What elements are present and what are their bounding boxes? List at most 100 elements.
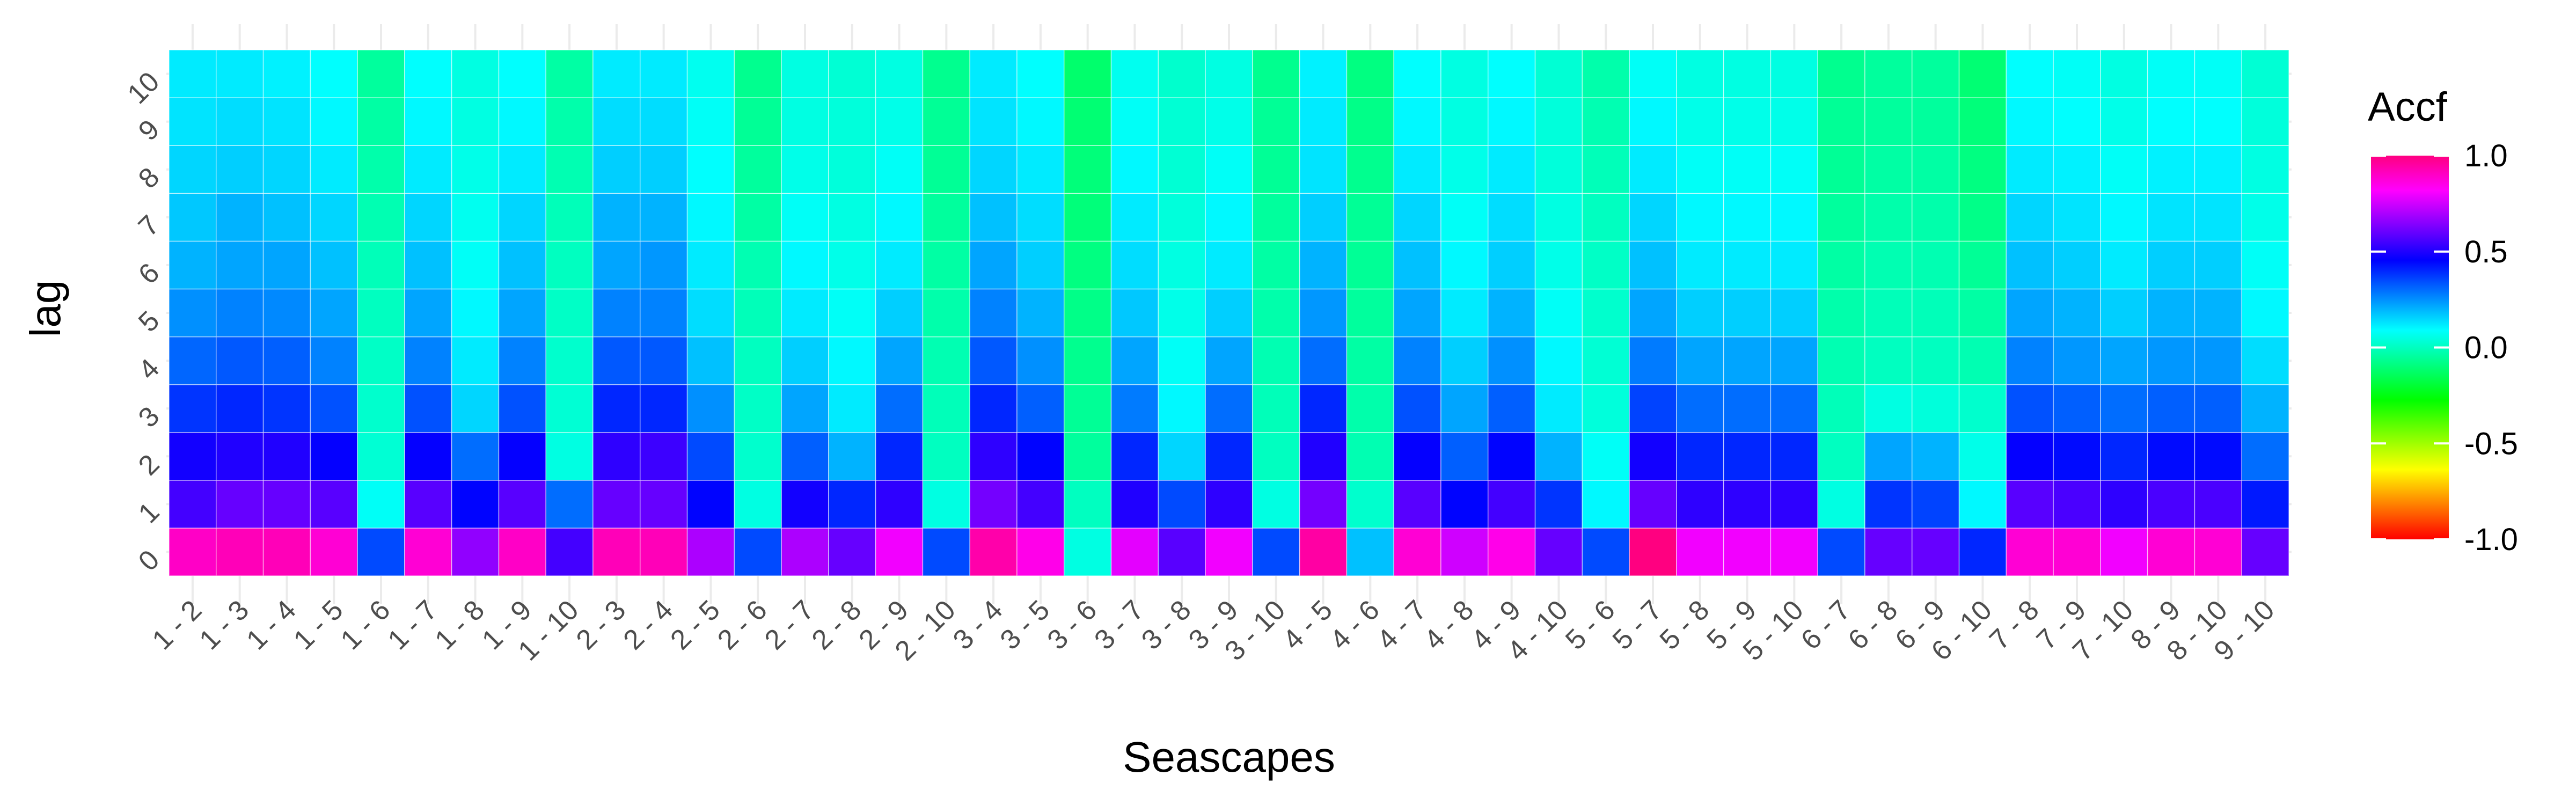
heatmap-cell bbox=[310, 193, 358, 242]
heatmap-cell bbox=[2100, 97, 2148, 146]
heatmap-cell bbox=[2147, 480, 2196, 529]
legend-tick-label: -1.0 bbox=[2464, 522, 2518, 557]
heatmap-cell bbox=[262, 480, 311, 529]
heatmap-cell bbox=[686, 193, 735, 242]
heatmap-cell bbox=[498, 480, 546, 529]
heatmap-cell bbox=[2194, 480, 2242, 529]
heatmap-cell bbox=[1158, 528, 1206, 576]
heatmap-cell bbox=[1064, 145, 1112, 194]
heatmap-cell bbox=[686, 145, 735, 194]
heatmap-cell bbox=[875, 480, 924, 529]
heatmap-cell bbox=[498, 193, 546, 242]
heatmap-cell bbox=[310, 240, 358, 290]
heatmap-cell bbox=[1676, 193, 1724, 242]
heatmap-cell bbox=[1346, 193, 1394, 242]
heatmap-cell bbox=[1252, 480, 1300, 529]
heatmap-cell bbox=[1252, 193, 1300, 242]
heatmap-cell bbox=[922, 97, 970, 146]
heatmap-cell bbox=[1440, 240, 1489, 290]
heatmap-cell bbox=[828, 145, 876, 194]
heatmap-cell bbox=[592, 431, 641, 481]
heatmap-cell bbox=[686, 336, 735, 385]
heatmap-cell bbox=[1817, 336, 1865, 385]
heatmap-cell bbox=[1393, 49, 1441, 98]
heatmap-cell bbox=[498, 49, 546, 98]
heatmap-cell bbox=[1110, 49, 1159, 98]
heatmap-cell bbox=[2053, 431, 2101, 481]
heatmap-cell bbox=[1158, 384, 1206, 433]
heatmap-cell bbox=[545, 240, 594, 290]
heatmap-cell bbox=[2053, 97, 2101, 146]
heatmap-cell bbox=[1440, 384, 1489, 433]
heatmap-cell bbox=[1912, 431, 1960, 481]
heatmap-cell bbox=[1064, 240, 1112, 290]
heatmap-cell bbox=[2100, 528, 2148, 576]
heatmap-cell bbox=[1393, 431, 1441, 481]
heatmap-cell bbox=[922, 145, 970, 194]
heatmap-cell bbox=[1723, 145, 1772, 194]
heatmap-cell bbox=[734, 480, 782, 529]
heatmap-cell bbox=[969, 528, 1018, 576]
heatmap-cell bbox=[1488, 431, 1536, 481]
heatmap-cell bbox=[2194, 97, 2242, 146]
heatmap-cell bbox=[1016, 431, 1065, 481]
heatmap-cell bbox=[1252, 336, 1300, 385]
heatmap-cell bbox=[1912, 49, 1960, 98]
heatmap-cell bbox=[1629, 193, 1677, 242]
heatmap-cell bbox=[1534, 145, 1583, 194]
heatmap-cell bbox=[262, 49, 311, 98]
heatmap-cell bbox=[1582, 240, 1630, 290]
heatmap-cell bbox=[404, 240, 452, 290]
heatmap-cell bbox=[357, 336, 405, 385]
heatmap-cell bbox=[310, 431, 358, 481]
heatmap-cell bbox=[1770, 97, 1818, 146]
heatmap-cell bbox=[1912, 240, 1960, 290]
heatmap-cell bbox=[2194, 193, 2242, 242]
heatmap-cell bbox=[2006, 193, 2054, 242]
heatmap-cell bbox=[1440, 145, 1489, 194]
heatmap-cell bbox=[451, 288, 500, 338]
heatmap-cell bbox=[310, 336, 358, 385]
heatmap-cell bbox=[1817, 193, 1865, 242]
heatmap-cell bbox=[969, 480, 1018, 529]
heatmap-cell bbox=[2241, 528, 2289, 576]
heatmap-cell bbox=[2241, 431, 2289, 481]
heatmap-cell bbox=[1299, 49, 1348, 98]
heatmap-cell bbox=[169, 288, 217, 338]
heatmap-cell bbox=[451, 528, 500, 576]
heatmap-cell bbox=[216, 288, 264, 338]
heatmap-cell bbox=[1488, 193, 1536, 242]
heatmap-cell bbox=[216, 480, 264, 529]
heatmap-cell bbox=[828, 336, 876, 385]
heatmap-cell bbox=[404, 193, 452, 242]
heatmap-cell bbox=[922, 49, 970, 98]
heatmap-cell bbox=[2053, 288, 2101, 338]
heatmap-cell bbox=[2241, 480, 2289, 529]
heatmap-cell bbox=[1958, 145, 2007, 194]
heatmap-cell bbox=[1299, 97, 1348, 146]
heatmap-cell bbox=[262, 240, 311, 290]
heatmap-cell bbox=[969, 431, 1018, 481]
heatmap-cell bbox=[828, 49, 876, 98]
heatmap-cell bbox=[1770, 145, 1818, 194]
heatmap-cell bbox=[1723, 240, 1772, 290]
heatmap-cell bbox=[357, 384, 405, 433]
heatmap-cell bbox=[1723, 480, 1772, 529]
heatmap-cell bbox=[357, 431, 405, 481]
heatmap-cell bbox=[734, 336, 782, 385]
heatmap-cell bbox=[2100, 145, 2148, 194]
heatmap-cell bbox=[1440, 528, 1489, 576]
heatmap-cell bbox=[1064, 431, 1112, 481]
heatmap-cell bbox=[451, 49, 500, 98]
heatmap-cell bbox=[1912, 193, 1960, 242]
heatmap-cell bbox=[357, 97, 405, 146]
heatmap-cell bbox=[734, 288, 782, 338]
heatmap-cell bbox=[922, 193, 970, 242]
heatmap-cell bbox=[1582, 528, 1630, 576]
heatmap-cell bbox=[1723, 288, 1772, 338]
heatmap-cell bbox=[1770, 480, 1818, 529]
heatmap-cell bbox=[781, 145, 829, 194]
heatmap-cell bbox=[404, 97, 452, 146]
heatmap-cell bbox=[451, 336, 500, 385]
heatmap-cell bbox=[1346, 528, 1394, 576]
